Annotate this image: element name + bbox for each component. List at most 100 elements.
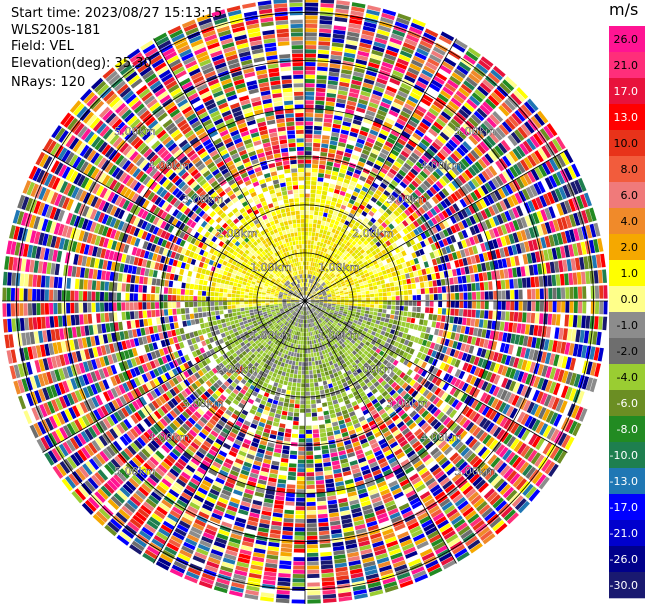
- range-gate: [324, 358, 329, 363]
- range-gate: [471, 202, 480, 213]
- range-gate: [322, 243, 327, 248]
- range-gate: [446, 79, 459, 89]
- range-gate: [514, 129, 525, 142]
- range-gate: [328, 508, 339, 514]
- range-gate: [277, 577, 291, 582]
- range-gate: [319, 534, 330, 540]
- range-gate: [419, 121, 430, 131]
- range-gate: [378, 308, 383, 313]
- range-gate: [335, 184, 342, 191]
- range-gate: [368, 314, 373, 319]
- range-gate: [307, 340, 310, 345]
- range-gate: [479, 198, 487, 209]
- range-gate: [353, 295, 358, 299]
- range-gate: [411, 252, 417, 259]
- range-gate: [300, 349, 303, 354]
- range-gate: [343, 196, 350, 203]
- range-gate: [311, 404, 317, 409]
- range-gate: [491, 147, 501, 159]
- range-gate: [318, 168, 325, 174]
- range-gate: [284, 363, 289, 368]
- range-gate: [389, 77, 401, 86]
- range-gate: [384, 89, 396, 98]
- range-gate: [319, 229, 324, 234]
- range-gate: [340, 301, 345, 303]
- range-gate: [344, 296, 349, 299]
- range-gate: [296, 387, 301, 392]
- range-gate: [412, 55, 425, 65]
- range-gate: [318, 415, 324, 421]
- range-gate: [482, 101, 494, 113]
- range-gate: [406, 317, 412, 323]
- range-gate: [419, 170, 428, 179]
- range-gate: [295, 506, 305, 511]
- range-gate: [370, 196, 378, 203]
- range-gate: [528, 264, 534, 276]
- range-gate: [314, 254, 318, 259]
- range-gate: [286, 390, 291, 395]
- range-gate: [403, 146, 412, 155]
- range-gate: [322, 135, 330, 140]
- range-gate: [537, 110, 549, 124]
- range-gate: [324, 286, 329, 290]
- range-gate: [386, 85, 398, 94]
- range-gate: [416, 197, 424, 206]
- range-gate: [313, 142, 321, 148]
- range-gate: [331, 132, 340, 138]
- range-gate: [349, 131, 358, 138]
- range-gate: [548, 220, 556, 233]
- range-gate: [294, 535, 305, 540]
- range-gate: [599, 301, 604, 315]
- range-gate: [395, 301, 400, 306]
- range-gate: [369, 152, 378, 159]
- range-gate: [384, 160, 393, 168]
- range-gate: [415, 145, 425, 154]
- range-gate: [423, 319, 428, 326]
- range-gate: [316, 484, 325, 489]
- range-gate: [336, 267, 341, 272]
- range-gate: [480, 242, 487, 252]
- range-gate: [308, 278, 311, 283]
- range-gate: [365, 304, 370, 308]
- range-gate: [323, 367, 328, 372]
- range-gate: [305, 66, 316, 71]
- range-gate: [305, 151, 312, 156]
- range-gate: [382, 8, 397, 17]
- range-gate: [378, 245, 384, 251]
- range-gate: [271, 386, 277, 392]
- range-gate: [358, 98, 369, 106]
- range-gate: [324, 474, 334, 480]
- range-gate: [440, 278, 446, 286]
- range-gate: [500, 139, 511, 152]
- range-gate: [316, 283, 320, 287]
- range-gate: [523, 173, 533, 185]
- range-gate: [458, 258, 464, 267]
- range-gate: [364, 284, 369, 288]
- range-gate: [385, 233, 392, 240]
- range-gate: [298, 451, 305, 456]
- range-gate: [298, 366, 302, 371]
- range-gate: [273, 504, 284, 510]
- range-gate: [463, 292, 468, 300]
- range-gate: [599, 285, 604, 299]
- range-gate: [305, 100, 314, 105]
- range-gate: [305, 257, 307, 262]
- range-gate: [380, 214, 387, 222]
- range-gate: [405, 240, 412, 248]
- range-gate: [310, 275, 314, 280]
- range-gate: [440, 111, 452, 121]
- range-gate: [330, 291, 335, 294]
- range-gate: [460, 185, 469, 195]
- range-gate: [327, 284, 332, 288]
- range-gate: [537, 263, 543, 275]
- range-gate: [367, 267, 372, 273]
- range-gate: [349, 298, 353, 301]
- range-gate: [322, 292, 327, 296]
- range-gate: [499, 200, 508, 211]
- range-gate: [334, 271, 339, 276]
- range-gate: [486, 194, 495, 205]
- range-gate: [380, 16, 394, 25]
- range-gate: [270, 367, 275, 372]
- range-gate: [563, 149, 574, 164]
- range-gate: [317, 373, 322, 378]
